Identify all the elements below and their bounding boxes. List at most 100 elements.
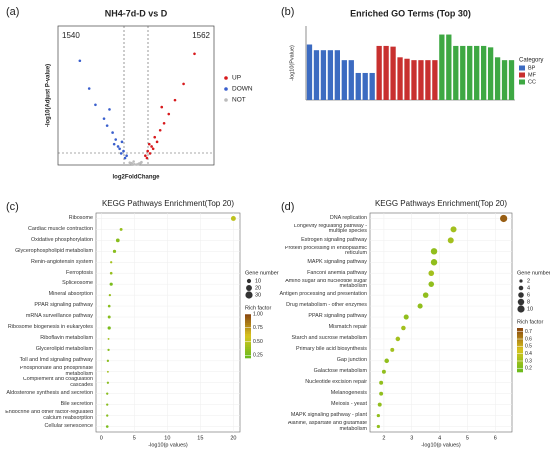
x-tick-label: 0 — [100, 435, 103, 441]
legend-swatch — [224, 76, 228, 80]
row-label-box: PPAR signaling pathway — [34, 302, 93, 309]
bubble — [106, 414, 109, 417]
x-tick-label: 5 — [466, 435, 469, 441]
bubble — [107, 348, 110, 352]
row-label: Glycerolipid metabolism — [35, 346, 93, 353]
colorbar-step — [245, 344, 251, 348]
row-label: Toll and Imd signaling pathway — [19, 357, 93, 364]
point — [116, 145, 120, 148]
bubble — [417, 303, 423, 309]
point — [151, 147, 155, 151]
colorbar-step — [517, 332, 523, 335]
legend-label: MF — [528, 72, 537, 78]
row-label-box: Complement and coagulation cascades — [22, 377, 93, 388]
bubble — [430, 248, 438, 255]
legend-label: 6 — [527, 292, 530, 298]
colorbar-label: 1.00 — [253, 311, 263, 317]
bar — [320, 50, 327, 100]
row-label: MAPK signaling pathway — [307, 258, 367, 265]
legend-label: 30 — [255, 292, 261, 298]
row-label-box: Protein processing in endoplasmic reticu… — [285, 246, 367, 256]
bar — [334, 50, 340, 100]
row-label-box: Glycerolipid metabolism — [35, 346, 93, 353]
chart-title: Enriched GO Terms (Top 30) — [350, 8, 471, 18]
bubble — [403, 314, 409, 320]
row-label: Ribosome biogenesis in eukaryotes — [7, 324, 93, 331]
row-label-box: Meiosis - yeast — [331, 401, 367, 406]
legend-bubble — [246, 278, 252, 284]
legend-label: DOWN — [232, 86, 253, 93]
bar — [494, 57, 501, 100]
point — [118, 147, 121, 151]
bubble — [430, 259, 438, 266]
bubble — [107, 315, 111, 319]
point — [158, 128, 162, 132]
row-label: Phosphonate and phosphinate metabolism — [19, 366, 93, 377]
colorbar-step — [245, 342, 251, 346]
row-label: Amino sugar and nucleotide sugar metabol… — [285, 278, 367, 290]
row-label-box: Renin-angiotensin system — [31, 259, 93, 264]
row-label-box: Alanine, aspartate and glutamate metabol… — [288, 421, 367, 431]
bubble — [395, 336, 401, 342]
bubble — [119, 227, 123, 231]
bubble — [109, 282, 113, 286]
bar — [481, 45, 487, 100]
bubble — [390, 347, 395, 352]
bar — [487, 47, 494, 100]
bubble — [379, 391, 384, 396]
row-label-box: Ferroptosis — [66, 269, 93, 276]
row-label-box: MAPK signaling pathway - plant — [291, 412, 367, 417]
bubble — [450, 226, 457, 233]
bubble — [106, 392, 109, 395]
point — [173, 98, 177, 102]
legend-label: 8 — [527, 299, 530, 305]
point — [137, 162, 140, 166]
row-label-box: Gap junction — [337, 357, 367, 362]
point — [130, 161, 133, 165]
colorbar-step — [517, 354, 523, 357]
colorbar-step — [245, 353, 251, 357]
colorbar-step — [245, 338, 251, 341]
point — [153, 135, 157, 139]
row-label-box: Nucleotide excision repair — [305, 379, 367, 386]
row-label-box: Aldosterone synthesis and secretion — [6, 390, 93, 395]
x-tick-label: 10 — [164, 435, 170, 441]
colorbar-label: 0.50 — [253, 339, 263, 345]
row-label-box: mRNA surveillance pathway — [26, 314, 93, 319]
bubble — [106, 370, 109, 373]
point — [120, 140, 124, 144]
panel-label: (b) — [281, 6, 294, 18]
point — [119, 152, 123, 155]
row-label-box: Endocrine and other factor-regulated cal… — [5, 410, 93, 420]
row-label: Ferroptosis — [66, 269, 93, 276]
row-label: Complement and coagulation cascades — [22, 377, 93, 388]
colorbar-step — [245, 351, 251, 354]
point — [146, 149, 149, 153]
point — [155, 140, 159, 144]
colorbar-label: 0.5 — [525, 344, 532, 350]
bubble — [422, 292, 429, 298]
point — [125, 154, 128, 158]
colorbar-label: 0.25 — [253, 353, 263, 359]
row-label: Cellular senescence — [44, 422, 93, 429]
colorbar-step — [245, 325, 251, 328]
point — [108, 108, 111, 111]
legend-swatch — [519, 79, 525, 85]
row-label: PPAR signaling pathway — [34, 302, 93, 309]
point — [114, 138, 118, 141]
bar — [383, 45, 389, 100]
point — [112, 142, 116, 146]
bar — [306, 44, 313, 100]
point — [193, 52, 196, 56]
point — [148, 152, 152, 155]
row-label: Nucleotide excision repair — [305, 379, 367, 386]
bar — [327, 50, 334, 100]
row-label-box: Bile secretion — [61, 401, 93, 406]
bubble — [376, 424, 380, 429]
colorbar-step — [517, 361, 523, 364]
row-label-box: PPAR signaling pathway — [308, 314, 367, 319]
legend-bubble — [245, 291, 253, 299]
point — [87, 87, 91, 90]
x-tick-label: 15 — [197, 435, 203, 441]
